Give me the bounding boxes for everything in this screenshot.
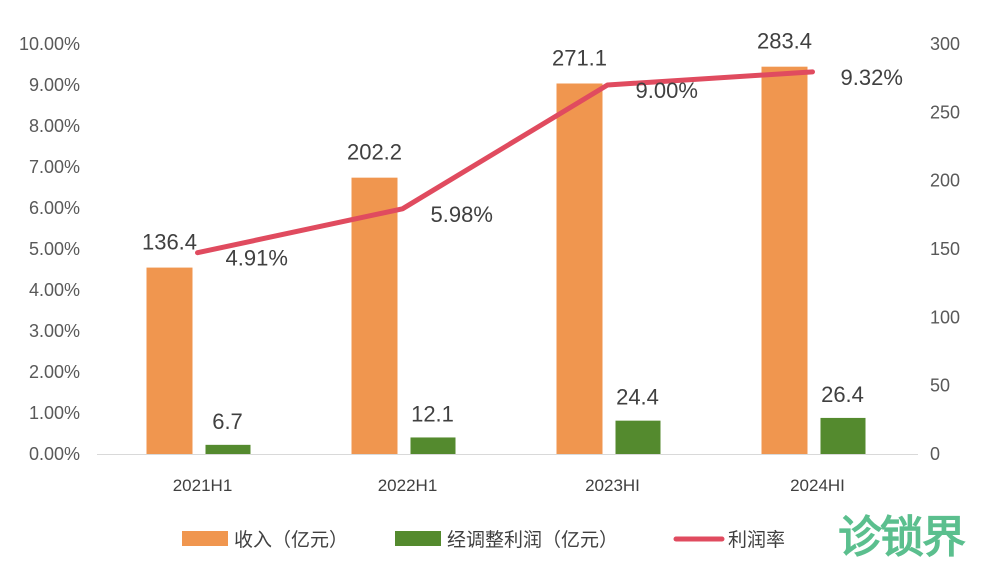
left-axis-tick-label: 9.00%: [29, 75, 80, 95]
legend-label-margin: 利润率: [728, 529, 785, 551]
margin-data-label: 9.00%: [636, 78, 698, 103]
data-labels: 136.4 6.7 202.2 12.1 271.1 24.4 283.4 26.4 4.91%…: [142, 29, 903, 434]
watermark-logo: 诊锁界: [838, 513, 968, 562]
revenue-bar: [556, 83, 603, 454]
legend: 收入（亿元） 经调整利润（亿元） 利润率: [182, 529, 785, 551]
right-axis-tick-label: 200: [930, 171, 960, 191]
margin-data-label: 9.32%: [841, 65, 903, 90]
revenue-data-label: 271.1: [552, 45, 607, 70]
revenue-bar: [761, 66, 808, 454]
margin-line-path: [195, 69, 815, 256]
adjusted-profit-bar: [205, 444, 251, 454]
category-label: 2021H1: [173, 476, 233, 495]
category-label: 2024HI: [790, 476, 845, 495]
adjusted-profit-data-label: 24.4: [616, 385, 659, 410]
left-axis-tick-label: 8.00%: [29, 116, 80, 136]
right-axis-tick-label: 50: [930, 376, 950, 396]
adjusted-profit-bar: [615, 420, 661, 454]
left-axis-tick-label: 6.00%: [29, 198, 80, 218]
left-axis-tick-label: 7.00%: [29, 157, 80, 177]
left-axis-tick-label: 0.00%: [29, 444, 80, 464]
legend-label-adjusted-profit: 经调整利润（亿元）: [447, 529, 618, 551]
adjusted-profit-bar: [820, 417, 866, 454]
left-axis-tick-label: 3.00%: [29, 321, 80, 341]
adjusted-profit-data-label: 6.7: [212, 409, 243, 434]
margin-data-label: 4.91%: [226, 246, 288, 271]
revenue-data-label: 202.2: [347, 140, 402, 165]
left-axis-tick-label: 1.00%: [29, 403, 80, 423]
right-axis-tick-label: 250: [930, 102, 960, 122]
bars: [146, 66, 866, 454]
category-label: 2023HI: [585, 476, 640, 495]
right-axis-tick-label: 0: [930, 444, 940, 464]
legend-swatch-revenue: [182, 531, 228, 546]
left-axis-tick-label: 2.00%: [29, 362, 80, 382]
right-axis-tick-label: 300: [930, 34, 960, 54]
legend-swatch-adjusted-profit: [395, 531, 441, 546]
revenue-bar: [351, 177, 398, 454]
revenue-data-label: 136.4: [142, 230, 197, 255]
revenue-bar: [146, 267, 193, 454]
adjusted-profit-data-label: 26.4: [821, 382, 864, 407]
right-axis-tick-label: 150: [930, 239, 960, 259]
right-axis-ticks: 0 50 100 150 200 250 300: [930, 34, 960, 464]
adjusted-profit-data-label: 12.1: [411, 401, 454, 426]
profit-margin-line: [195, 69, 815, 256]
left-axis-tick-label: 5.00%: [29, 239, 80, 259]
legend-label-revenue: 收入（亿元）: [234, 529, 348, 551]
category-label: 2022H1: [378, 476, 438, 495]
right-axis-tick-label: 100: [930, 307, 960, 327]
adjusted-profit-bar: [410, 437, 456, 454]
left-axis-tick-label: 4.00%: [29, 280, 80, 300]
category-labels: 2021H1 2022H1 2023HI 2024HI: [173, 476, 845, 495]
watermark-text: 诊锁界: [838, 513, 966, 562]
revenue-data-label: 283.4: [757, 29, 812, 54]
margin-data-label: 5.98%: [431, 202, 493, 227]
left-axis-ticks: 0.00% 1.00% 2.00% 3.00% 4.00% 5.00% 6.00% 7.00%…: [19, 34, 80, 464]
left-axis-tick-label: 10.00%: [19, 34, 80, 54]
